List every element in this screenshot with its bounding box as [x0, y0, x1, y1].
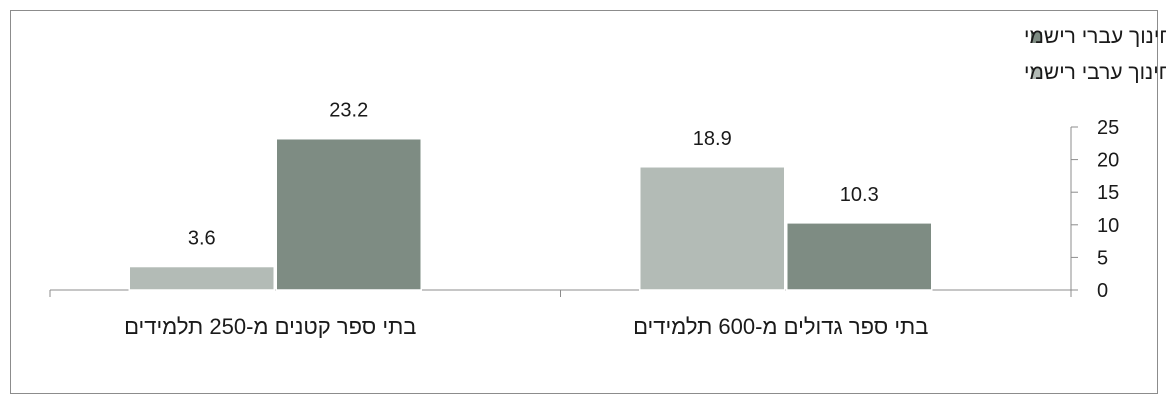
bar-value-label: 10.3 — [840, 184, 879, 206]
category-label: בתי ספר קטנים מ-250 תלמידים — [124, 314, 416, 339]
chart-frame — [10, 10, 1158, 394]
category-labels: בתי ספר גדולים מ-600 תלמידים בתי ספר קטני… — [124, 314, 928, 339]
bar-value-label: 18.9 — [693, 128, 732, 150]
bar — [128, 265, 275, 291]
legend-entry: חינוך עברי רישמי — [1024, 25, 1166, 48]
legend-swatch — [1031, 68, 1042, 79]
legend-entry: חינוך ערבי רישמי — [1024, 61, 1166, 84]
legend: חינוך עברי רישמי חינוך ערבי רישמי — [1024, 25, 1166, 84]
bar-value-label: 23.2 — [329, 100, 368, 122]
category-label: בתי ספר גדולים מ-600 תלמידים — [633, 314, 928, 339]
bar — [275, 137, 422, 291]
y-tick-label: 25 — [1097, 117, 1119, 139]
bar-value-label: 3.6 — [188, 228, 216, 250]
bars — [128, 137, 933, 291]
data-labels: 10.3 18.9 23.2 3.6 — [188, 100, 879, 250]
y-tick-label: 20 — [1097, 150, 1119, 172]
bar — [639, 166, 786, 291]
y-tick-label: 5 — [1097, 247, 1108, 269]
y-tick-label: 0 — [1097, 280, 1108, 302]
legend-swatch — [1031, 32, 1042, 43]
y-tick-label: 15 — [1097, 182, 1119, 204]
bar — [786, 222, 933, 291]
y-tick-label: 10 — [1097, 215, 1119, 237]
